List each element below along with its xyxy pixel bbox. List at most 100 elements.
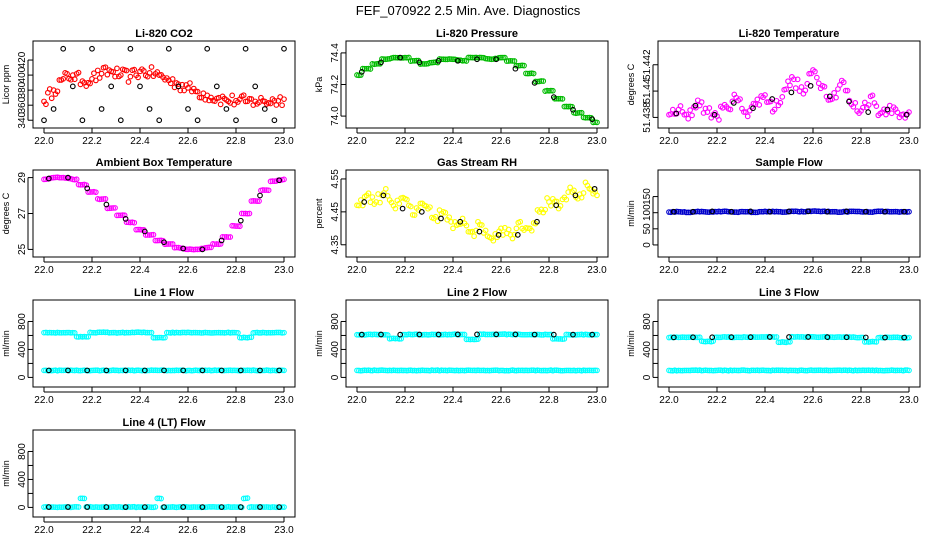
y-tick-label-box-temp: 27 xyxy=(17,208,28,220)
x-tick-label-line1: 22.0 xyxy=(34,395,54,406)
point-sample-flow-blue xyxy=(860,209,866,215)
series-temperature-black xyxy=(673,82,910,118)
point-line3-cyan-low xyxy=(706,367,713,374)
point-temperature-magenta xyxy=(677,103,684,109)
x-tick-label-temperature: 23.0 xyxy=(899,136,919,147)
panel-title-sample-flow: Sample Flow xyxy=(755,157,823,169)
point-temperature-magenta xyxy=(812,68,818,75)
point-pressure-green xyxy=(471,54,477,61)
point-line3-cyan-low xyxy=(721,367,728,374)
point-line2-cyan-low xyxy=(503,367,510,374)
x-tick-label-box-temp: 22.4 xyxy=(130,265,150,276)
point-sample-flow-blue xyxy=(756,208,763,215)
point-line4-black xyxy=(257,504,263,510)
point-line3-cyan-low xyxy=(892,367,899,374)
point-line4-cyan xyxy=(192,504,199,510)
point-line2-cyan-low xyxy=(471,367,477,374)
point-co2-red xyxy=(75,69,82,76)
point-line4-black xyxy=(84,504,91,510)
point-line3-cyan-high xyxy=(769,333,776,340)
x-tick-label-line3: 22.6 xyxy=(803,395,823,406)
point-box-temp-magenta xyxy=(102,196,109,202)
point-line3-black xyxy=(882,334,888,341)
point-temperature-black xyxy=(903,111,910,118)
point-line3-cyan-low xyxy=(863,367,870,374)
point-temperature-black xyxy=(788,89,795,96)
point-rh-black xyxy=(457,218,464,225)
point-line3-black xyxy=(670,334,677,341)
point-box-temp-magenta xyxy=(171,244,178,251)
y-tick-label-box-temp: 25 xyxy=(17,243,28,255)
x-tick-label-pressure: 23.0 xyxy=(587,136,607,147)
point-line4-cyan xyxy=(187,504,193,511)
point-line2-black xyxy=(397,331,404,338)
point-pressure-green xyxy=(411,57,418,64)
point-pressure-green xyxy=(419,60,426,67)
point-line1-cyan-high xyxy=(123,329,130,336)
point-sample-flow-blue xyxy=(779,209,786,215)
point-pressure-green xyxy=(517,62,524,69)
point-sample-flow-blue xyxy=(875,208,882,215)
point-sample-flow-blue xyxy=(693,208,699,215)
point-co2-black xyxy=(252,83,259,90)
point-box-temp-magenta xyxy=(156,237,163,244)
point-co2-black xyxy=(117,117,124,124)
point-line1-cyan-low xyxy=(202,367,209,374)
point-line2-cyan-high xyxy=(461,331,468,338)
point-line3-black xyxy=(690,334,696,341)
panel-line2: Line 2 Flow 22.0 22.2 22.4 22.6 22.8 23.0 0 400 8… xyxy=(314,287,609,406)
point-temperature-black xyxy=(884,106,891,113)
point-line2-black xyxy=(358,331,365,338)
point-sample-flow-blue xyxy=(741,208,747,215)
point-line1-cyan-high xyxy=(221,330,228,336)
point-temperature-magenta xyxy=(789,74,795,80)
y-axis-label-line4: ml/min xyxy=(1,460,11,487)
point-rh-black xyxy=(514,232,521,238)
point-line4-cyan xyxy=(148,504,155,511)
point-line4-black xyxy=(161,504,167,510)
point-line2-cyan-low xyxy=(488,367,495,374)
point-box-temp-magenta xyxy=(227,234,234,240)
point-co2-black xyxy=(89,45,95,52)
point-line2-cyan-low xyxy=(446,367,453,374)
point-temperature-magenta xyxy=(831,89,837,96)
point-rh-yellow xyxy=(467,229,474,235)
y-tick-label-line1: 800 xyxy=(17,313,28,330)
point-pressure-green xyxy=(578,109,585,116)
point-co2-red xyxy=(91,70,97,77)
point-line3-cyan-high xyxy=(712,334,718,341)
point-line2-cyan-low xyxy=(492,367,499,374)
point-box-temp-magenta xyxy=(248,198,255,204)
point-temperature-magenta xyxy=(842,87,849,94)
point-line1-cyan-high xyxy=(96,329,103,336)
point-pressure-green xyxy=(573,110,579,117)
point-line3-cyan-low xyxy=(856,367,862,374)
point-line4-cyan xyxy=(229,504,236,510)
point-temperature-magenta xyxy=(798,84,805,90)
point-line1-cyan-high xyxy=(64,329,70,336)
point-box-temp-magenta xyxy=(206,244,212,251)
point-line2-cyan-low xyxy=(594,367,600,374)
point-line1-cyan-low xyxy=(183,367,189,374)
point-line3-cyan-low xyxy=(666,367,672,374)
point-line2-cyan-low xyxy=(521,367,527,374)
point-line2-cyan-low xyxy=(505,367,512,374)
point-pressure-green xyxy=(440,56,447,63)
point-pressure-green xyxy=(534,78,541,85)
point-line2-cyan-high xyxy=(505,331,512,338)
point-line1-cyan-high xyxy=(148,329,155,336)
point-line1-cyan-high xyxy=(154,334,161,341)
point-sample-flow-blue xyxy=(890,208,897,215)
point-line4-cyan xyxy=(68,504,74,511)
point-line2-cyan-low xyxy=(477,367,483,374)
point-co2-black xyxy=(98,106,105,112)
point-co2-red xyxy=(127,73,134,80)
point-line1-cyan-high xyxy=(260,329,266,336)
y-tick-label-temperature: 51.442 xyxy=(642,49,653,80)
point-line2-cyan-high xyxy=(561,336,568,342)
point-line3-cyan-high xyxy=(773,334,780,340)
point-temperature-magenta xyxy=(702,105,709,112)
point-line2-cyan-high xyxy=(538,332,545,338)
point-temperature-magenta xyxy=(869,92,876,99)
point-sample-flow-black xyxy=(747,208,754,215)
